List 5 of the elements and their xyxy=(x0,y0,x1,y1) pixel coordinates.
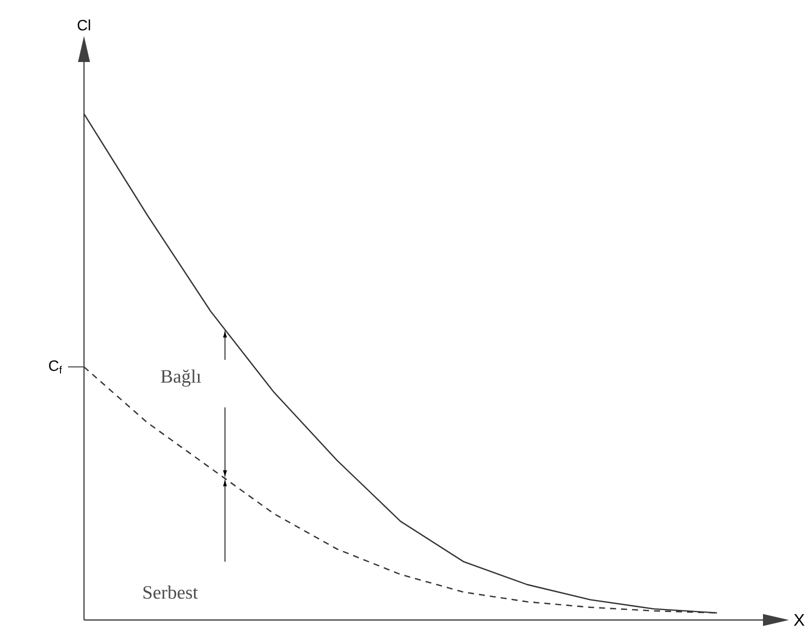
text: C$_{f}$ xyxy=(49,360,62,374)
annotation: Bağlı xyxy=(160,369,201,387)
x-axis-title: X xyxy=(794,614,804,626)
text: Cl xyxy=(78,19,90,30)
annotation: Serbest xyxy=(144,585,198,599)
